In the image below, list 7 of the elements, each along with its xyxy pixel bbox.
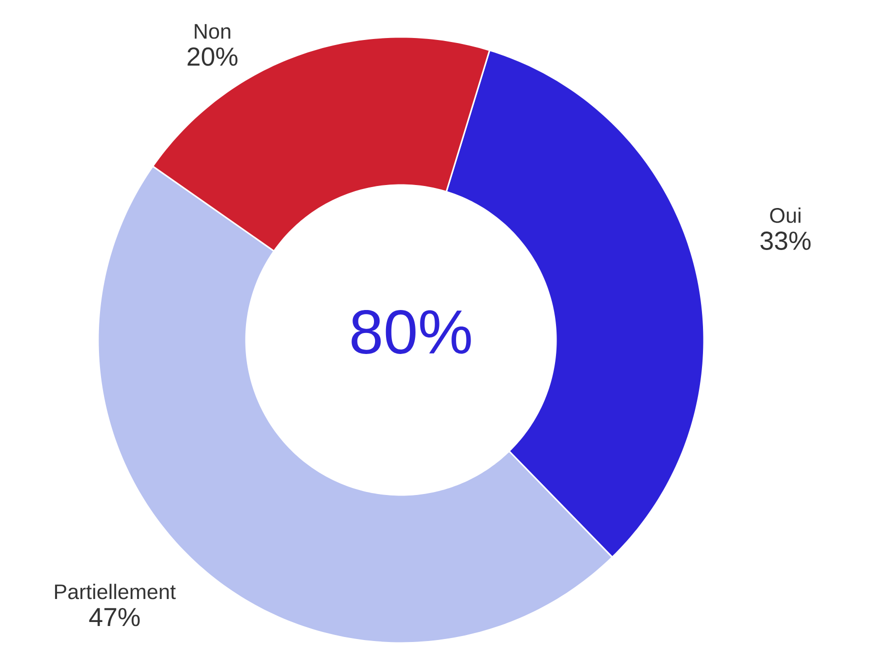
text: 80% — [352, 310, 471, 354]
data-label: 47% — [89, 608, 140, 626]
slice-label: Non — [194, 24, 230, 39]
slice-label: Oui — [770, 208, 800, 223]
slice-label: Partiellement — [55, 584, 176, 600]
data-label: 33% — [760, 232, 811, 250]
data-label: 20% — [188, 47, 238, 66]
